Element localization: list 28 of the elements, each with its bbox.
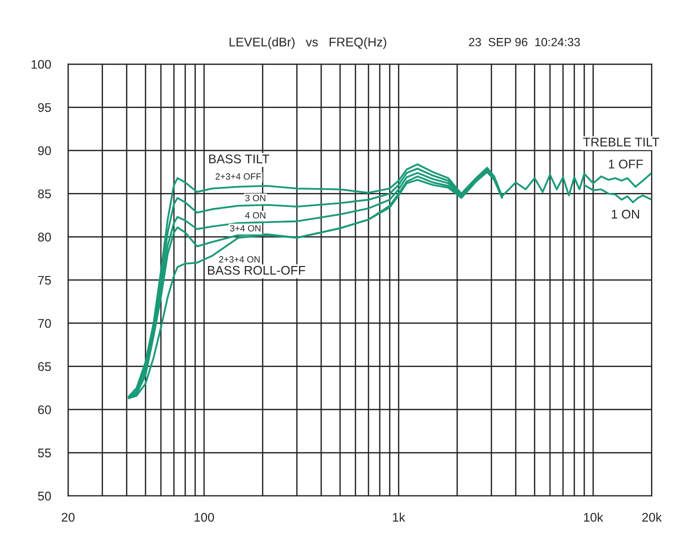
y-tick-label: 70	[38, 318, 51, 328]
x-tick-label: 20	[62, 512, 75, 522]
y-tick-label: 85	[38, 189, 51, 198]
y-tick-label: 80	[38, 232, 51, 242]
y-tick-label: 100	[32, 60, 51, 69]
annotation: TREBLE TILT	[583, 138, 660, 146]
y-tick-label: 90	[38, 146, 51, 156]
annotation: 2+3+4 OFF	[216, 173, 261, 180]
x-tick-label: 10k	[584, 512, 604, 522]
annotation: 1 OFF	[608, 160, 643, 169]
text: 23 SEP 96 10:24:33	[468, 38, 580, 46]
x-tick-label: 20k	[642, 512, 662, 522]
annotation: 1 ON	[612, 210, 640, 219]
annotation: 2+3+4 ON	[219, 256, 260, 263]
y-tick-label: 95	[38, 103, 51, 112]
y-tick-label: 50	[38, 492, 51, 501]
chart-title: LEVEL(dBr) vs FREQ(Hz)	[230, 37, 386, 49]
y-tick-label: 60	[38, 405, 51, 414]
annotation: 4 ON	[245, 212, 266, 219]
y-tick-label: 75	[38, 276, 51, 285]
x-tick-label: 1k	[392, 512, 406, 522]
annotation: 3 ON	[245, 194, 266, 202]
annotation: BASS TILT	[209, 154, 270, 164]
y-tick-label: 55	[38, 448, 51, 458]
x-tick-label: 100	[194, 512, 214, 522]
y-tick-label: 65	[38, 362, 51, 372]
annotation: 3+4 ON	[230, 225, 260, 232]
annotation: BASS ROLL-OFF	[208, 266, 306, 275]
